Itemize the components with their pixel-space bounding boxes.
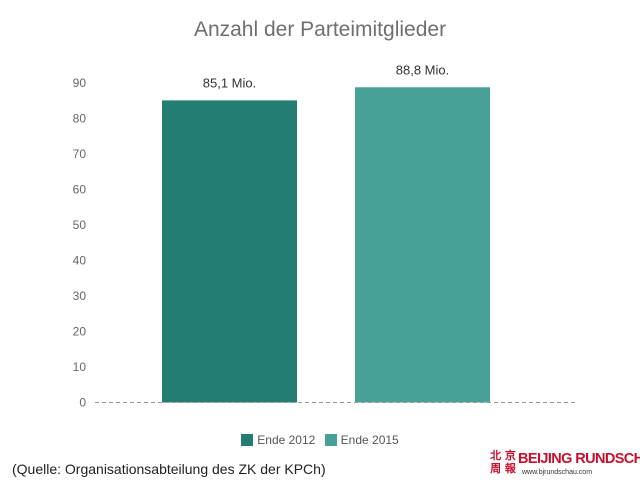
data-label: 88,8 Mio. (396, 62, 449, 77)
legend-label: Ende 2012 (257, 433, 316, 447)
bar-chart: 0 10 20 30 40 50 60 70 80 90 85,1 Mio. 88,8 Mio. (73, 62, 578, 410)
legend: Ende 2012 Ende 2015 (0, 433, 640, 449)
legend-item-ende-2015[interactable]: Ende 2015 (324, 433, 399, 447)
brand-url: www.bjrundschau.com (522, 469, 593, 476)
bars (162, 87, 490, 403)
y-tick-label: 10 (73, 360, 87, 374)
y-tick-label: 30 (73, 289, 87, 303)
y-tick-label: 70 (73, 147, 87, 161)
y-tick-label: 80 (73, 112, 87, 126)
seal-icon: 北 京周 報 (490, 449, 516, 475)
brand-name: BEIJING RUNDSCHAU (518, 451, 640, 467)
legend-item-ende-2012[interactable]: Ende 2012 (241, 433, 315, 447)
y-tick-label: 40 (73, 254, 87, 268)
legend-swatch (324, 434, 337, 446)
y-tick-label: 90 (73, 76, 87, 90)
data-label: 85,1 Mio. (203, 75, 256, 90)
y-axis: 0 10 20 30 40 50 60 70 80 90 (73, 76, 87, 410)
beijing-rundschau-logo: 北 京周 報 BEIJING RUNDSCHAU www.bjrundschau… (490, 449, 640, 479)
chart-title: Anzahl der Parteimitglieder (193, 18, 447, 41)
source-note: (Quelle: Organisationsabteilung des ZK d… (12, 461, 326, 477)
y-tick-label: 60 (73, 183, 87, 197)
y-tick-label: 20 (73, 325, 87, 339)
legend-label: Ende 2015 (340, 433, 399, 447)
bar-ende-2015[interactable] (355, 87, 490, 403)
bar-ende-2012[interactable] (162, 100, 297, 403)
y-tick-label: 50 (73, 218, 87, 232)
y-tick-label: 0 (79, 396, 86, 410)
legend-swatch (241, 434, 254, 446)
data-labels: 85,1 Mio. 88,8 Mio. (203, 62, 449, 90)
